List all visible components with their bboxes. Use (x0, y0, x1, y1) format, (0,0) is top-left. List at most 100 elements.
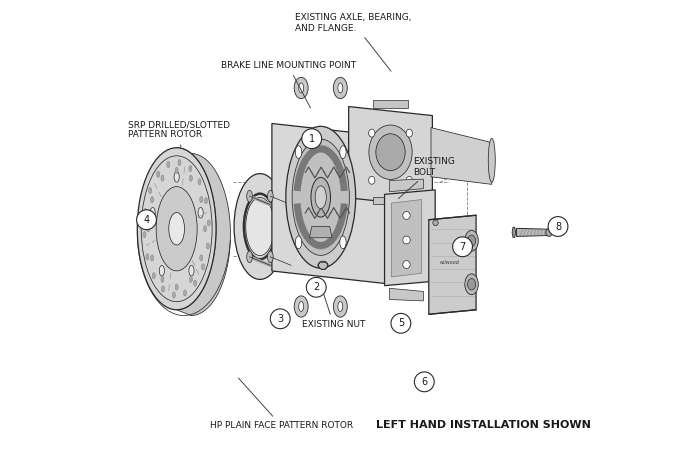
Circle shape (270, 309, 290, 329)
Text: 4: 4 (144, 215, 150, 225)
Ellipse shape (144, 208, 147, 215)
Polygon shape (176, 148, 230, 316)
Ellipse shape (153, 273, 155, 279)
Ellipse shape (175, 284, 178, 290)
Ellipse shape (376, 134, 405, 171)
Ellipse shape (299, 83, 304, 93)
Ellipse shape (333, 77, 347, 99)
Text: 1: 1 (309, 134, 315, 144)
Ellipse shape (150, 255, 153, 261)
Text: wilwood: wilwood (439, 260, 459, 265)
Ellipse shape (204, 198, 207, 204)
Text: 7: 7 (459, 242, 466, 252)
Ellipse shape (150, 207, 155, 218)
Ellipse shape (189, 175, 192, 181)
Ellipse shape (207, 220, 210, 226)
Ellipse shape (198, 178, 201, 185)
Text: HP PLAIN FACE PATTERN ROTOR: HP PLAIN FACE PATTERN ROTOR (209, 378, 353, 430)
Ellipse shape (189, 265, 194, 276)
Polygon shape (390, 179, 424, 192)
Circle shape (302, 129, 321, 149)
Ellipse shape (150, 197, 153, 202)
Ellipse shape (406, 129, 412, 137)
Polygon shape (431, 128, 492, 184)
Text: 3: 3 (277, 314, 284, 324)
Ellipse shape (311, 178, 330, 217)
Circle shape (548, 217, 568, 236)
Polygon shape (517, 228, 548, 236)
Ellipse shape (199, 255, 203, 261)
Ellipse shape (148, 188, 152, 194)
Ellipse shape (194, 280, 197, 286)
Ellipse shape (315, 186, 326, 208)
Ellipse shape (234, 173, 286, 280)
Ellipse shape (318, 261, 328, 270)
Ellipse shape (246, 198, 274, 255)
Polygon shape (429, 215, 476, 314)
Ellipse shape (369, 129, 375, 137)
Text: BRAKE LINE MOUNTING POINT: BRAKE LINE MOUNTING POINT (220, 61, 356, 108)
Ellipse shape (202, 264, 204, 270)
Circle shape (453, 237, 473, 257)
Polygon shape (272, 124, 394, 284)
Ellipse shape (162, 286, 164, 292)
Polygon shape (373, 197, 408, 204)
Circle shape (414, 372, 434, 392)
Ellipse shape (206, 243, 209, 249)
Ellipse shape (246, 251, 253, 263)
Circle shape (391, 313, 411, 333)
Ellipse shape (157, 171, 160, 178)
Ellipse shape (465, 231, 478, 251)
Ellipse shape (160, 265, 164, 276)
Ellipse shape (246, 190, 253, 202)
Ellipse shape (198, 207, 203, 218)
Ellipse shape (489, 138, 496, 182)
Text: 6: 6 (421, 377, 427, 387)
Ellipse shape (406, 176, 412, 184)
Ellipse shape (143, 231, 146, 238)
Ellipse shape (156, 187, 197, 271)
Text: 8: 8 (555, 222, 561, 231)
Ellipse shape (402, 236, 410, 244)
Ellipse shape (546, 228, 552, 236)
Ellipse shape (189, 276, 192, 282)
Ellipse shape (147, 226, 150, 232)
Text: EXISTING
BOLT: EXISTING BOLT (398, 157, 455, 198)
Ellipse shape (295, 236, 302, 249)
Ellipse shape (146, 254, 149, 260)
Ellipse shape (183, 290, 186, 296)
Polygon shape (349, 106, 433, 207)
Text: SRP DRILLED/SLOTTED
PATTERN ROTOR: SRP DRILLED/SLOTTED PATTERN ROTOR (128, 120, 230, 147)
Ellipse shape (333, 296, 347, 317)
Ellipse shape (137, 148, 216, 310)
Ellipse shape (433, 220, 438, 226)
Ellipse shape (369, 176, 375, 184)
Ellipse shape (294, 77, 308, 99)
Text: EXISTING NUT: EXISTING NUT (302, 288, 365, 329)
Ellipse shape (468, 279, 475, 290)
Ellipse shape (172, 292, 175, 298)
Ellipse shape (465, 274, 478, 294)
Circle shape (307, 277, 326, 297)
Ellipse shape (294, 296, 308, 317)
Ellipse shape (369, 125, 412, 179)
Ellipse shape (292, 139, 349, 255)
Ellipse shape (161, 276, 164, 282)
Ellipse shape (267, 190, 273, 202)
Text: 2: 2 (313, 282, 319, 292)
Ellipse shape (402, 212, 410, 219)
Ellipse shape (468, 235, 475, 246)
Ellipse shape (169, 212, 185, 245)
Polygon shape (391, 199, 421, 277)
Ellipse shape (204, 226, 206, 232)
Ellipse shape (174, 172, 179, 182)
Circle shape (136, 210, 156, 230)
Ellipse shape (295, 146, 302, 159)
Ellipse shape (286, 126, 356, 268)
Text: LEFT HAND INSTALLATION SHOWN: LEFT HAND INSTALLATION SHOWN (376, 420, 591, 430)
Ellipse shape (338, 302, 343, 312)
Text: 5: 5 (398, 318, 404, 328)
Polygon shape (309, 226, 332, 238)
Ellipse shape (199, 197, 203, 202)
Polygon shape (261, 212, 302, 241)
